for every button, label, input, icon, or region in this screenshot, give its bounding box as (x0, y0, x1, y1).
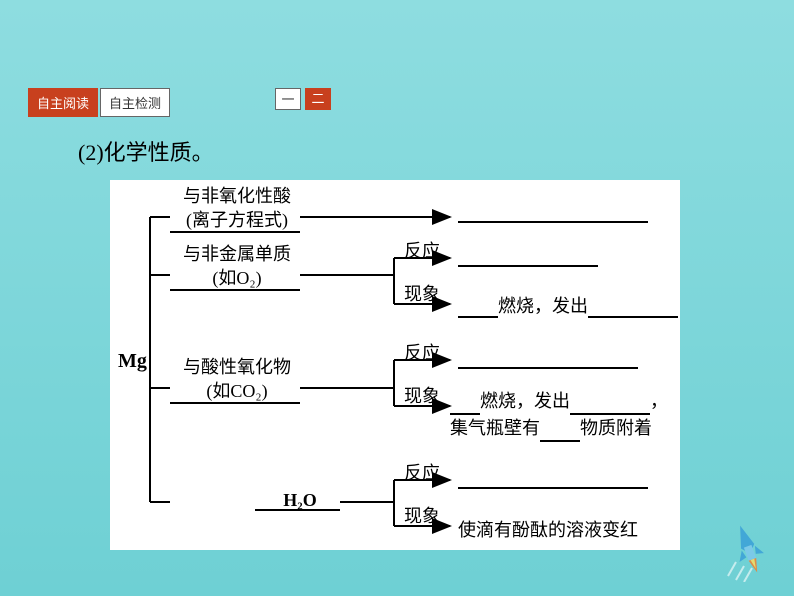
branch-4-reaction (458, 468, 648, 489)
blank-3b (570, 397, 650, 415)
branch-2-label: 与非金属单质 (如O₂) (172, 242, 302, 291)
branch-4-reaction-label: 反应 (404, 459, 440, 485)
branch-3-mid: 燃烧，发出 (480, 391, 570, 411)
top-tabs: 自主阅读 自主检测 (28, 88, 170, 117)
blank-3a (450, 397, 480, 415)
branch-1-label: 与非氧化性酸 (离子方程式) (172, 184, 302, 233)
branch-3-l1: 与酸性氧化物 (183, 357, 291, 377)
branch-3-l2a: 集气瓶壁有 (450, 418, 540, 438)
tab-testing[interactable]: 自主检测 (100, 88, 170, 117)
blank-2r (458, 249, 598, 267)
branch-2-phen: 燃烧，发出 (458, 292, 678, 318)
diagram-panel: Mg 与非氧化性酸 (离子方程式) 与非金属单质 (如O₂) 反应 现象 燃烧，… (110, 180, 680, 550)
root-mg: Mg (118, 350, 147, 373)
tab-reading[interactable]: 自主阅读 (28, 88, 98, 117)
blank-3r (458, 351, 638, 369)
branch-3-tail: ， (650, 391, 668, 411)
blank-1 (458, 205, 648, 223)
branch-4-l1: H₂O (283, 490, 316, 510)
branch-3-phen-label: 现象 (404, 382, 440, 408)
blank-4r (458, 471, 648, 489)
branch-3-label: 与酸性氧化物 (如CO₂) (172, 355, 302, 404)
branch-3-reaction (458, 348, 638, 369)
rocket-icon (722, 518, 776, 582)
branch-3-phen: 燃烧，发出 ， 集气瓶壁有 物质附着 (450, 388, 668, 442)
branch-1-l2: (离子方程式) (186, 210, 288, 230)
blank-3c (540, 424, 580, 442)
branch-1-l1: 与非氧化性酸 (183, 186, 291, 206)
branch-3-l2b: 物质附着 (580, 418, 652, 438)
branch-2-l1: 与非金属单质 (183, 244, 291, 264)
branch-3-l2: (如CO₂) (206, 381, 267, 401)
branch-2-l2: (如O₂) (212, 268, 261, 288)
branch-2-mid: 燃烧，发出 (498, 296, 588, 316)
branch-3-reaction-label: 反应 (404, 339, 440, 365)
blank-2b (588, 300, 678, 318)
tab-two[interactable]: 二 (305, 88, 331, 110)
branch-1-result (458, 202, 648, 223)
branch-4-phen-label: 现象 (404, 502, 440, 528)
branch-2-reaction (458, 246, 598, 267)
branch-2-phen-label: 现象 (404, 280, 440, 306)
mini-tabs: 一 二 (275, 88, 331, 110)
branch-4-phen: 使滴有酚酞的溶液变红 (458, 516, 638, 542)
branch-4-label: H₂O (260, 488, 340, 512)
tab-one[interactable]: 一 (275, 88, 301, 110)
branch-2-reaction-label: 反应 (404, 237, 440, 263)
blank-2a (458, 300, 498, 318)
section-heading: (2)化学性质。 (78, 135, 214, 167)
